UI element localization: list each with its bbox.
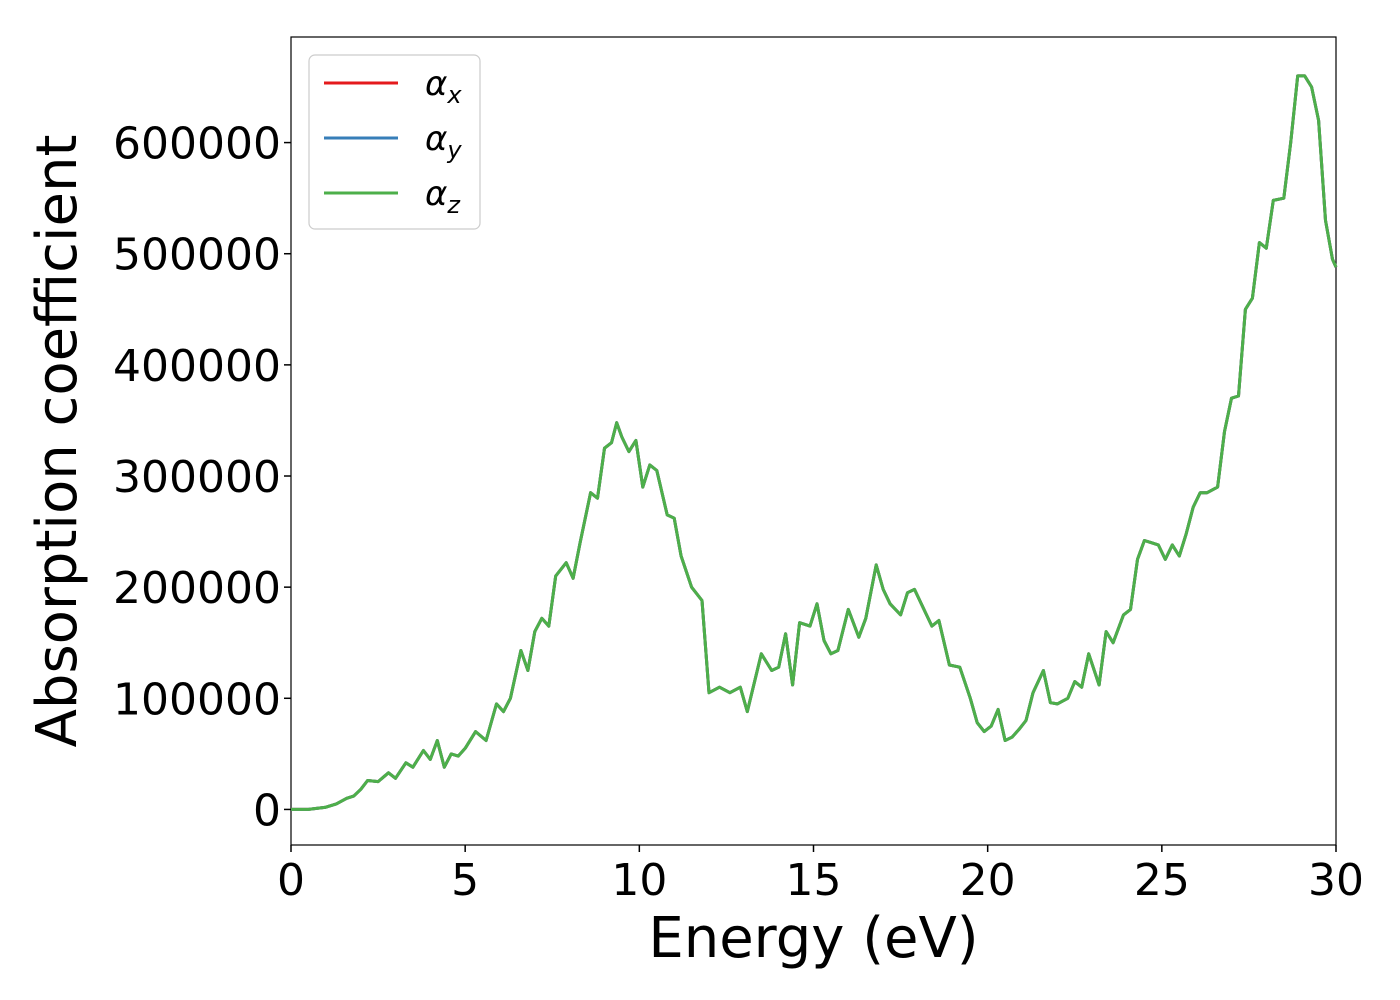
x-tick-label: 20 bbox=[960, 855, 1016, 906]
y-tick-label: 500000 bbox=[113, 230, 281, 281]
y-tick-label: 0 bbox=[253, 785, 281, 836]
y-tick-label: 400000 bbox=[113, 341, 281, 392]
x-tick-label: 0 bbox=[277, 855, 305, 906]
x-tick-label: 5 bbox=[451, 855, 479, 906]
y-tick-label: 600000 bbox=[113, 119, 281, 170]
y-tick-label: 100000 bbox=[113, 674, 281, 725]
y-axis-title: Absorption coefficient bbox=[25, 135, 90, 748]
legend-label-z: αz bbox=[425, 174, 461, 219]
x-tick-label: 10 bbox=[611, 855, 667, 906]
series-layer bbox=[291, 74, 1338, 811]
legend: αx αy αz bbox=[308, 54, 481, 230]
series-line-z bbox=[291, 74, 1338, 811]
x-tick-label: 15 bbox=[786, 855, 842, 906]
x-axis-title: Energy (eV) bbox=[648, 906, 978, 971]
legend-label-y: αy bbox=[425, 119, 462, 164]
x-tick-label: 30 bbox=[1308, 855, 1364, 906]
y-tick-label: 300000 bbox=[113, 452, 281, 503]
legend-box bbox=[308, 54, 481, 230]
legend-label-x: αx bbox=[425, 64, 462, 109]
x-tick-label: 25 bbox=[1134, 855, 1190, 906]
y-tick-label: 200000 bbox=[113, 563, 281, 614]
ticks-layer: 0 5 10 15 20 25 30 0 100000 200000 300000 400000 500… bbox=[113, 119, 1364, 906]
